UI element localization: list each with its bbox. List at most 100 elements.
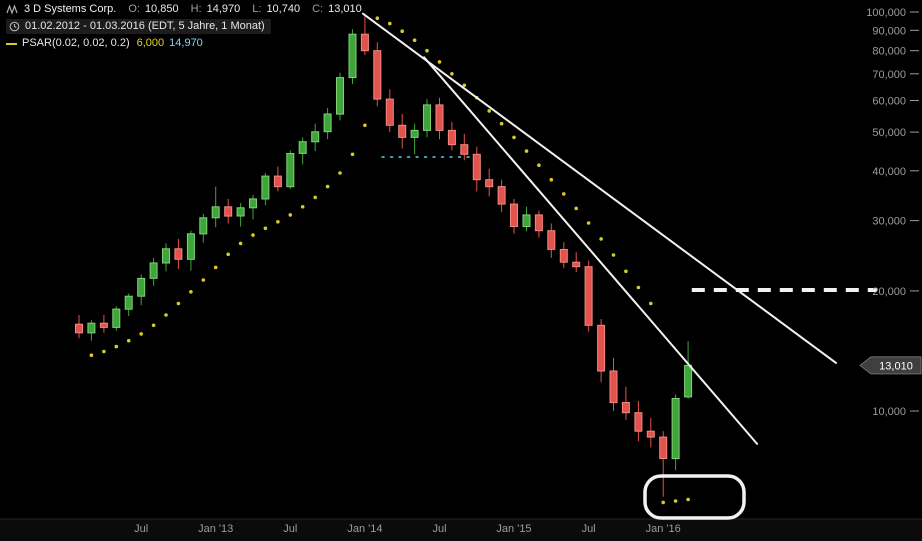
y-axis-label: 40,000: [872, 166, 906, 178]
candle[interactable]: [547, 223, 556, 258]
psar-dot: [276, 220, 280, 224]
price-axis[interactable]: 100,000 90,000 80,000 70,000 60,000 50,000 40,…: [866, 7, 919, 418]
candle[interactable]: [373, 42, 382, 107]
highlight-oval[interactable]: [643, 474, 746, 520]
candle[interactable]: [460, 133, 469, 161]
psar-dot: [624, 269, 628, 274]
candle[interactable]: [211, 186, 220, 228]
candle[interactable]: [224, 198, 233, 224]
candle[interactable]: [584, 260, 593, 332]
candle[interactable]: [286, 150, 295, 189]
candle[interactable]: [659, 431, 668, 497]
trend-line-1[interactable]: [362, 12, 837, 364]
candle[interactable]: [87, 320, 96, 341]
psar-dot: [649, 301, 653, 306]
psar-dot: [537, 163, 541, 167]
psar-dot: [263, 226, 268, 231]
candle[interactable]: [497, 179, 506, 213]
indicator-value-2: 14,970: [169, 37, 203, 49]
candle[interactable]: [634, 400, 643, 442]
candle[interactable]: [671, 394, 680, 471]
y-axis-label: 80,000: [872, 46, 906, 58]
candle[interactable]: [273, 166, 282, 192]
open-label: O:: [128, 3, 140, 15]
psar-dot: [350, 152, 355, 157]
candle[interactable]: [423, 99, 431, 138]
psar-dot: [164, 313, 168, 317]
candle[interactable]: [398, 114, 407, 149]
candle[interactable]: [385, 89, 394, 133]
candle[interactable]: [249, 194, 257, 220]
candle[interactable]: [410, 123, 419, 155]
candle[interactable]: [572, 252, 581, 272]
psar-dots-layer[interactable]: [89, 16, 690, 505]
psar-dot: [599, 237, 603, 241]
candle[interactable]: [236, 203, 245, 227]
psar-dot: [213, 265, 218, 270]
psar-dot: [462, 83, 467, 88]
x-axis-label: Jan '14: [347, 523, 382, 535]
y-axis-label: 50,000: [872, 127, 906, 139]
instrument-header: 3 D Systems Corp. O: 10,850 H: 14,970 L:…: [6, 3, 362, 16]
candle[interactable]: [298, 137, 307, 165]
psar-dot: [636, 285, 641, 290]
psar-dot: [201, 278, 206, 282]
psar-dot: [574, 206, 578, 211]
candle[interactable]: [75, 315, 83, 339]
psar-dot: [251, 233, 255, 237]
high-value: 14,970: [206, 3, 241, 15]
psar-dot: [102, 349, 106, 354]
candle[interactable]: [336, 72, 344, 121]
psar-dot: [388, 21, 392, 26]
candle[interactable]: [534, 210, 543, 238]
candle[interactable]: [99, 315, 108, 333]
candle[interactable]: [646, 418, 655, 448]
psar-dot: [412, 38, 417, 42]
candle[interactable]: [348, 29, 357, 84]
time-axis[interactable]: Jul Jan '13 Jul Jan '14 Jul Jan '15 Jul Jan '16: [134, 523, 681, 535]
psar-dot: [437, 60, 442, 64]
y-axis-label: 100,000: [866, 7, 906, 19]
candle[interactable]: [472, 146, 481, 192]
candle[interactable]: [199, 213, 208, 243]
psar-dot: [499, 121, 504, 126]
psar-dot: [338, 171, 342, 175]
x-axis-label: Jan '16: [646, 523, 681, 535]
candle[interactable]: [137, 274, 146, 306]
clock-icon: [9, 21, 20, 32]
candle[interactable]: [559, 242, 568, 269]
indicator-row[interactable]: PSAR(0.02, 0.02, 0.2) 6,000 14,970: [6, 37, 203, 50]
candle[interactable]: [112, 306, 121, 331]
trend-line-2[interactable]: [423, 56, 759, 445]
psar-dot: [661, 500, 665, 505]
candle[interactable]: [609, 357, 618, 411]
candle[interactable]: [261, 173, 270, 206]
candle[interactable]: [522, 206, 531, 232]
indicator-name: PSAR(0.02, 0.02, 0.2): [22, 37, 130, 49]
candle[interactable]: [162, 243, 170, 272]
y-axis-label: 20,000: [872, 286, 906, 298]
candle[interactable]: [597, 319, 606, 383]
candle[interactable]: [684, 341, 693, 399]
psar-dot: [226, 252, 230, 257]
candle[interactable]: [360, 16, 369, 56]
psar-dot: [549, 177, 554, 182]
high-label: H:: [190, 3, 202, 15]
candle[interactable]: [621, 386, 630, 420]
psar-dot: [139, 332, 143, 336]
low-label: L:: [252, 3, 262, 15]
candle[interactable]: [323, 107, 332, 140]
x-axis-label: Jul: [432, 523, 446, 535]
candle[interactable]: [435, 97, 444, 140]
candle[interactable]: [149, 257, 158, 286]
candle[interactable]: [447, 122, 456, 151]
candle[interactable]: [124, 293, 133, 317]
candle[interactable]: [311, 123, 320, 152]
candle[interactable]: [485, 168, 494, 197]
candle[interactable]: [174, 238, 183, 269]
candle[interactable]: [510, 198, 518, 234]
psar-dot: [114, 344, 119, 349]
psar-dot: [89, 353, 94, 358]
candle[interactable]: [186, 230, 195, 271]
